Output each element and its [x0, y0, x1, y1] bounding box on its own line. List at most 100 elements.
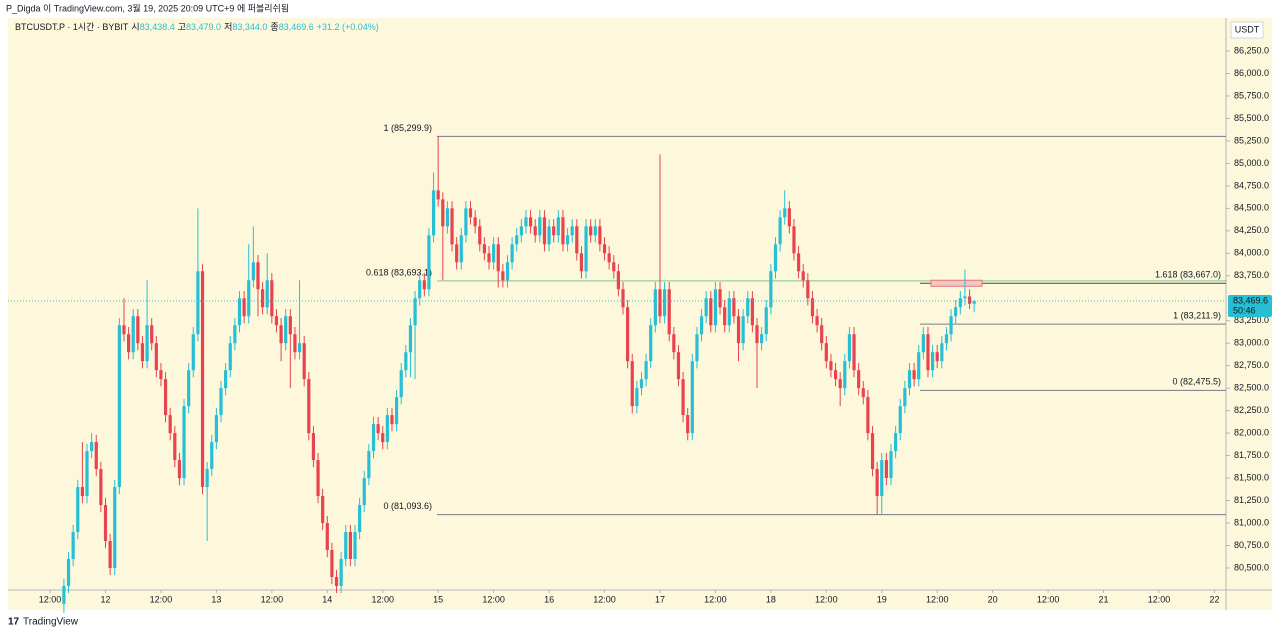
y-tick-label: 84,500.0 [1234, 203, 1269, 213]
candle-body [528, 217, 533, 227]
x-tick-label: 12:00 [482, 594, 505, 604]
candle-body [455, 244, 459, 263]
x-tick-label: 12:00 [815, 594, 838, 604]
candle-body [921, 334, 925, 353]
candle-body [639, 379, 644, 389]
price-tag [1228, 294, 1272, 317]
y-tick-label: 82,500.0 [1234, 383, 1269, 393]
candle-body [307, 379, 311, 434]
candle-body [418, 280, 422, 299]
candle-body [602, 244, 607, 254]
candle-body [182, 406, 186, 479]
candle-body [371, 424, 376, 452]
fib-label: 0.618 (83,693.1) [366, 267, 432, 277]
candle-body [778, 217, 782, 245]
candle-body [612, 262, 616, 272]
currency: USDT [1235, 24, 1260, 34]
y-tick-label: 83,250.0 [1234, 315, 1269, 325]
chart-background [8, 18, 1272, 610]
y-tick-label: 86,000.0 [1234, 68, 1269, 78]
candle-body [473, 217, 477, 227]
candle-body [829, 361, 833, 371]
candle-body [408, 325, 413, 353]
candle-body [565, 235, 570, 245]
candle-body [117, 325, 121, 488]
candle-body [150, 325, 154, 344]
header: P_Digda 이 TradingView.com, 3월 19, 2025 2… [6, 2, 289, 13]
x-tick-label: 16 [544, 594, 554, 604]
candle-body [274, 316, 279, 326]
candle-body [496, 244, 500, 272]
candle-body [810, 298, 815, 317]
candle-body [718, 289, 722, 308]
legend-close-label: 종 [270, 22, 278, 32]
y-tick-label: 80,500.0 [1234, 562, 1269, 572]
candle-body [796, 253, 801, 272]
x-tick-label: 12:00 [593, 594, 616, 604]
candle-body [445, 208, 450, 227]
candle-body [903, 388, 907, 407]
candle-body [963, 296, 967, 299]
candle-body [644, 361, 648, 380]
candle-body [293, 334, 297, 353]
candle-body [284, 316, 288, 344]
candle-body [367, 451, 371, 479]
candle-body [339, 558, 343, 586]
candle-body [242, 298, 246, 317]
candle-body [76, 487, 80, 533]
candle-body [94, 442, 98, 470]
candle-body [727, 298, 731, 326]
candle-body [519, 226, 523, 236]
x-tick-label: 12:00 [371, 594, 394, 604]
candle-body [256, 262, 260, 290]
y-tick-label: 81,500.0 [1234, 472, 1269, 482]
countdown: 50:46 [1233, 305, 1256, 315]
footer: TradingView [23, 617, 79, 628]
candle-body [972, 300, 976, 304]
x-tick-label: 19 [877, 594, 887, 604]
fib-label: 1.618 (83,667.0) [1155, 270, 1221, 280]
candle-body [122, 325, 126, 335]
candle-body [431, 190, 436, 236]
candle-body [251, 262, 255, 281]
candle-body [806, 280, 810, 299]
candle-body [136, 316, 140, 344]
candle-body [173, 433, 177, 461]
currency-box [1230, 21, 1264, 39]
y-tick-label: 85,750.0 [1234, 90, 1269, 100]
candle-body [621, 289, 625, 308]
candle-body [228, 343, 232, 371]
candle-body [746, 298, 750, 317]
candle-body [358, 505, 362, 533]
candle-body [362, 478, 366, 506]
candle-body [930, 352, 935, 371]
y-tick-label: 81,750.0 [1234, 450, 1269, 460]
candle-body [958, 298, 962, 308]
y-tick-label: 81,000.0 [1234, 517, 1269, 527]
candle-body [126, 334, 131, 353]
candle-body [833, 370, 838, 380]
candle-body [505, 262, 510, 281]
y-tick-label: 84,250.0 [1234, 225, 1269, 235]
candle-body [145, 325, 149, 362]
candle-body [584, 226, 588, 272]
candle-body [875, 469, 879, 497]
candle-body [967, 296, 972, 304]
candle-body [90, 442, 94, 452]
candle-body [686, 415, 690, 434]
legend-high-label: 고 [178, 22, 186, 32]
candle-body [436, 190, 440, 200]
candle-body [607, 253, 611, 263]
candle-body [616, 271, 620, 290]
candle-body [653, 289, 657, 326]
candle-body [944, 334, 949, 344]
candle-body [676, 352, 681, 380]
candle-body [630, 361, 634, 407]
candle-body [815, 316, 819, 326]
y-tick-label: 85,500.0 [1234, 113, 1269, 123]
x-tick-label: 12:00 [704, 594, 727, 604]
target-box [930, 279, 983, 287]
candle-body [394, 397, 399, 425]
y-tick-label: 82,000.0 [1234, 427, 1269, 437]
